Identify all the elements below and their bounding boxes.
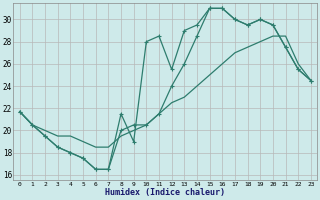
X-axis label: Humidex (Indice chaleur): Humidex (Indice chaleur) [105, 188, 225, 197]
